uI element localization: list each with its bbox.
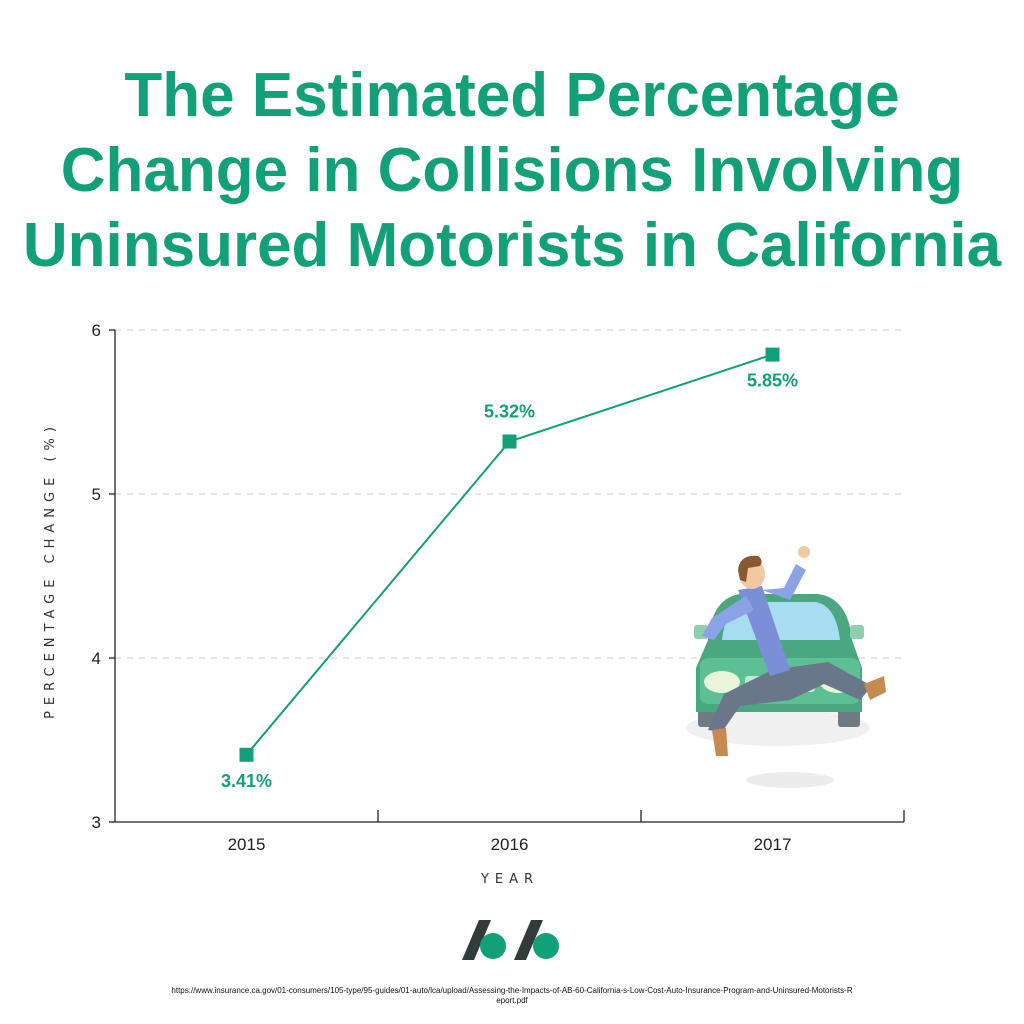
- title-line-2: Change in Collisions Involving: [60, 136, 964, 205]
- chart-title: The Estimated Percentage Change in Colli…: [0, 58, 1024, 283]
- data-point-2015: [239, 747, 254, 762]
- y-axis-title: PERCENTAGE CHANGE (%): [43, 421, 58, 719]
- axes: [114, 330, 904, 823]
- slash-dot-logo-icon: [462, 920, 559, 960]
- x-tick-label-2016: 2016: [491, 835, 529, 854]
- person-hit-by-car-illustration: [686, 546, 886, 788]
- x-tick-label-2017: 2017: [754, 835, 792, 854]
- x-ticks: 2015 2016 2017: [228, 810, 905, 854]
- data-label-2015: 3.41%: [221, 771, 272, 791]
- y-tick-label-6: 6: [92, 321, 101, 340]
- y-ticks: 3 4 5 6: [92, 321, 115, 832]
- data-point-2016: [502, 434, 517, 449]
- x-axis-title: YEAR: [480, 872, 539, 887]
- data-point-2017: [765, 347, 780, 362]
- y-tick-label-5: 5: [92, 485, 101, 504]
- source-url: https://www.insurance.ca.gov/01-consumer…: [171, 986, 853, 1005]
- title-line-1: The Estimated Percentage: [124, 61, 900, 130]
- line-chart: 2015 2016 2017 3 4 5 6 3.41% 5.32% 5.85% PERCEN…: [43, 321, 905, 887]
- y-tick-label-3: 3: [92, 813, 101, 832]
- series-2015-2017: 3.41% 5.32% 5.85%: [221, 347, 798, 791]
- x-tick-label-2015: 2015: [228, 835, 266, 854]
- data-label-2016: 5.32%: [484, 402, 535, 422]
- data-label-2017: 5.85%: [747, 371, 798, 391]
- title-line-3: Uninsured Motorists in California: [22, 211, 1002, 280]
- y-tick-label-4: 4: [92, 649, 101, 668]
